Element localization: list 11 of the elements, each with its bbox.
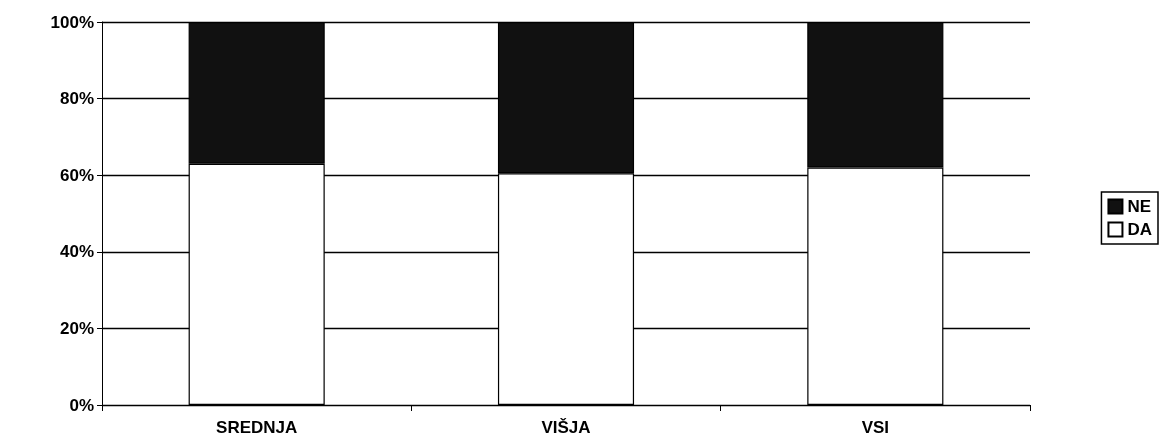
- y-tick-label: 20%: [59, 318, 94, 338]
- legend-label: DA: [1127, 220, 1153, 239]
- y-tick-label: 100%: [50, 12, 94, 32]
- x-tick-label: VSI: [861, 418, 890, 436]
- x-tick-label: VIŠJA: [541, 418, 591, 436]
- y-tick-label: 0%: [69, 395, 94, 415]
- legend-label: NE: [1127, 197, 1152, 216]
- x-tick-label: SREDNJA: [216, 418, 298, 436]
- y-tick-label: 60%: [59, 165, 94, 185]
- y-tick-label: 40%: [59, 242, 94, 262]
- y-tick-label: 80%: [59, 89, 94, 109]
